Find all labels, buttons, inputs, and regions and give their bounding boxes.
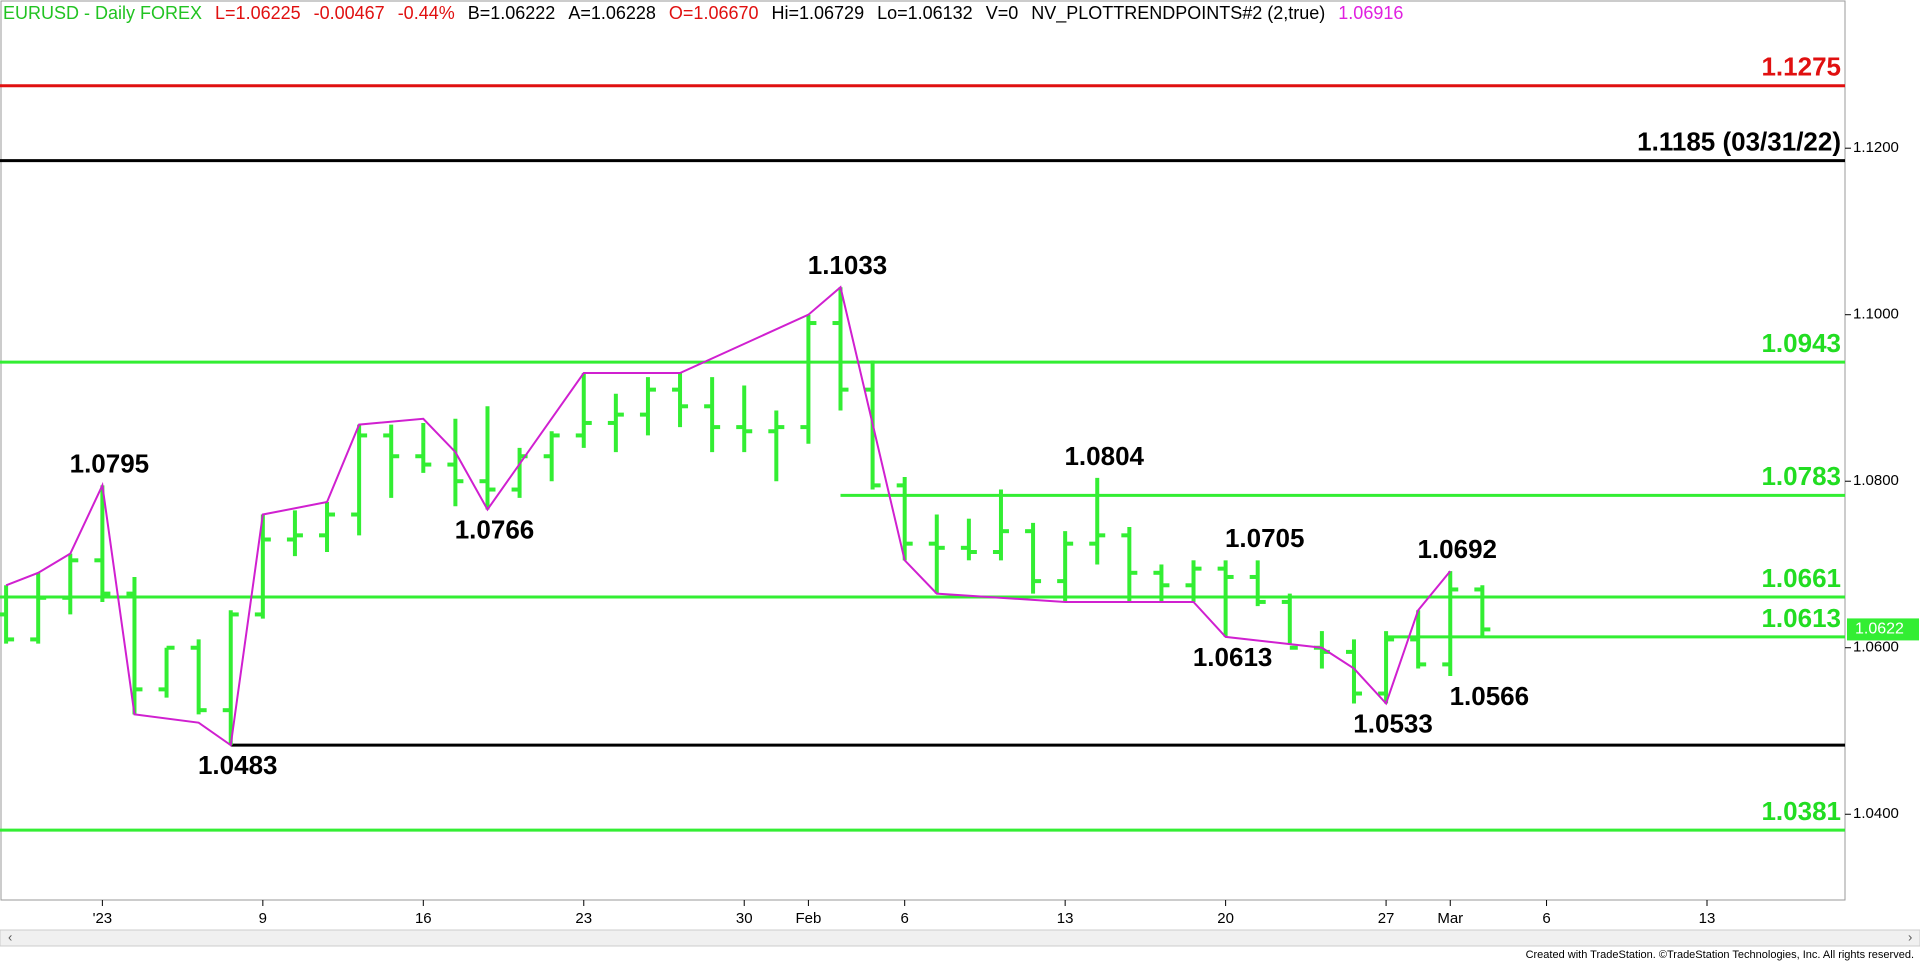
level-label: 1.0943 xyxy=(1761,328,1841,358)
header-item: V=0 xyxy=(986,3,1019,23)
swing-label: 1.0705 xyxy=(1225,523,1305,553)
y-tick-label: 1.1200 xyxy=(1853,139,1899,156)
level-label: 1.0661 xyxy=(1761,563,1841,593)
swing-label: 1.0795 xyxy=(70,448,150,478)
plot-frame xyxy=(0,0,1846,901)
y-tick-label: 1.1000 xyxy=(1853,306,1899,323)
swing-label: 1.0613 xyxy=(1193,642,1273,672)
header-item: NV_PLOTTRENDPOINTS#2 (2,true) xyxy=(1031,3,1325,24)
level-label: 1.0783 xyxy=(1761,461,1841,491)
swing-label: 1.0533 xyxy=(1353,708,1433,738)
level-label: 1.0381 xyxy=(1761,796,1841,826)
level-label: 1.1185 (03/31/22) xyxy=(1637,127,1841,157)
x-tick-label: '23 xyxy=(93,910,113,927)
header-item: EURUSD - Daily FOREX xyxy=(3,3,202,23)
swing-label: 1.1033 xyxy=(808,250,888,280)
x-tick-label: 23 xyxy=(575,910,592,927)
header-item: A=1.06228 xyxy=(568,3,656,23)
x-tick-label: 13 xyxy=(1699,910,1716,927)
scroll-right[interactable]: › xyxy=(1908,929,1912,944)
header-item: L=1.06225 xyxy=(215,3,301,23)
header-item: 1.06916 xyxy=(1338,3,1403,23)
level-label: 1.1275 xyxy=(1761,52,1841,82)
x-tick-label: 13 xyxy=(1057,910,1074,927)
last-price-box xyxy=(1847,618,1919,641)
x-tick-label: Mar xyxy=(1437,910,1463,927)
swing-label: 1.0692 xyxy=(1417,534,1497,564)
header-item: Lo=1.06132 xyxy=(877,3,973,23)
swing-label: 1.0804 xyxy=(1064,441,1144,471)
last-price-label: 1.0622 xyxy=(1855,621,1904,638)
header-item: B=1.06222 xyxy=(468,3,556,23)
x-tick-label: 20 xyxy=(1217,910,1234,927)
y-tick-label: 1.0800 xyxy=(1853,472,1899,489)
x-tick-label: 6 xyxy=(1542,910,1550,927)
x-tick-label: 27 xyxy=(1378,910,1395,927)
scroll-left[interactable]: ‹ xyxy=(8,929,12,944)
x-tick-label: 30 xyxy=(736,910,753,927)
header-item: O=1.06670 xyxy=(669,3,759,23)
x-tick-label: Feb xyxy=(795,910,821,927)
header-item: -0.44% xyxy=(398,3,455,23)
x-tick-label: 9 xyxy=(259,910,267,927)
swing-label: 1.0766 xyxy=(455,514,535,544)
header-item: Hi=1.06729 xyxy=(772,3,865,23)
x-tick-label: 6 xyxy=(901,910,909,927)
footer: Created with TradeStation. ©TradeStation… xyxy=(1526,949,1914,961)
trend-line xyxy=(5,285,1452,747)
header-item: -0.00467 xyxy=(314,3,385,23)
y-tick-label: 1.0600 xyxy=(1853,639,1899,656)
x-tick-label: 16 xyxy=(415,910,432,927)
swing-label: 1.0483 xyxy=(198,750,278,780)
y-tick-label: 1.0400 xyxy=(1853,805,1899,822)
swing-label: 1.0566 xyxy=(1450,681,1530,711)
scrollbar[interactable] xyxy=(0,929,1920,947)
level-label: 1.0613 xyxy=(1761,603,1841,633)
